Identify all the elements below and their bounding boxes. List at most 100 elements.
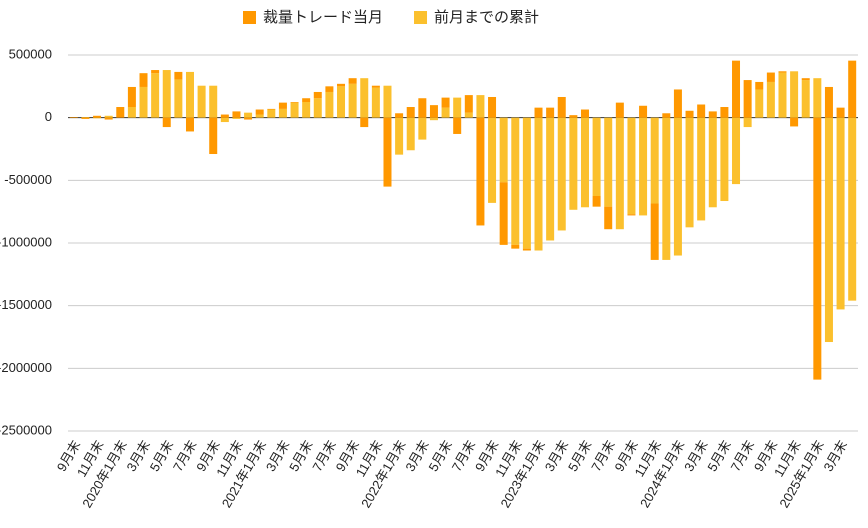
bar — [383, 117, 392, 187]
bar — [650, 203, 659, 260]
bar — [476, 95, 485, 118]
bar — [69, 117, 78, 118]
bar — [383, 85, 392, 118]
bar — [429, 105, 438, 118]
bar — [93, 115, 102, 118]
bar — [615, 102, 624, 118]
bar — [557, 117, 566, 231]
bar — [615, 117, 624, 230]
bar — [464, 95, 473, 113]
bar — [174, 71, 183, 80]
bar — [604, 206, 613, 230]
bar — [592, 196, 601, 207]
bar — [127, 86, 136, 108]
bar — [278, 102, 287, 109]
bar — [569, 115, 578, 118]
bar — [139, 86, 148, 118]
bar — [697, 117, 706, 221]
bar — [337, 83, 346, 87]
x-tick-label: 3月末 — [821, 438, 851, 474]
bar — [662, 117, 671, 260]
bar — [185, 71, 194, 118]
bar — [429, 117, 438, 121]
bar — [732, 117, 741, 185]
bar — [441, 97, 450, 108]
bar — [685, 117, 694, 228]
bar — [348, 83, 357, 118]
y-tick-label: 500000 — [9, 46, 52, 61]
bar — [824, 117, 833, 343]
bar — [255, 114, 264, 118]
bar — [81, 117, 90, 118]
bar — [151, 73, 160, 118]
bar — [534, 107, 543, 118]
y-tick-label: -2500000 — [0, 422, 52, 437]
bar — [220, 114, 229, 118]
bar — [174, 79, 183, 118]
bar — [488, 96, 497, 118]
bar — [708, 111, 717, 118]
bar — [499, 182, 508, 245]
bar — [580, 109, 589, 118]
bar — [232, 117, 241, 119]
bar — [232, 111, 241, 118]
bar — [755, 81, 764, 90]
bar — [557, 96, 566, 118]
bar — [766, 81, 775, 118]
bar — [255, 109, 264, 115]
bar — [511, 117, 520, 245]
bar — [848, 60, 857, 118]
bar — [395, 113, 404, 118]
bar — [488, 117, 497, 203]
bar — [453, 117, 462, 134]
bar — [371, 87, 380, 118]
y-tick-label: -500000 — [4, 172, 52, 187]
bar — [116, 107, 125, 118]
bar — [639, 105, 648, 118]
bar — [476, 117, 485, 226]
bar — [592, 117, 601, 196]
bar — [697, 104, 706, 118]
bar — [278, 108, 287, 118]
bar — [209, 117, 218, 155]
bar — [627, 117, 636, 215]
bar — [627, 214, 636, 216]
bar — [511, 244, 520, 249]
bar — [824, 86, 833, 118]
bar — [302, 102, 311, 118]
bar — [139, 73, 148, 87]
bar — [708, 117, 717, 208]
bar — [801, 78, 810, 81]
bar — [302, 98, 311, 102]
bar — [836, 117, 845, 310]
bar — [790, 71, 799, 118]
bar — [290, 102, 299, 103]
bar — [766, 72, 775, 82]
bar — [406, 117, 415, 151]
bar — [790, 117, 799, 127]
bar — [418, 98, 427, 118]
bar — [93, 117, 102, 119]
bar — [836, 107, 845, 118]
bar — [464, 112, 473, 118]
bar — [104, 115, 113, 118]
bar — [406, 107, 415, 118]
bar — [604, 117, 613, 207]
bar — [244, 112, 253, 118]
bar — [81, 117, 90, 119]
bar — [267, 108, 276, 110]
legend-label: 前月までの累計 — [434, 9, 539, 26]
bar — [546, 117, 555, 241]
bar — [441, 107, 450, 118]
bar — [337, 86, 346, 118]
legend-swatch — [414, 11, 428, 24]
bar — [778, 71, 787, 73]
bar — [197, 85, 206, 118]
bar — [395, 117, 404, 155]
bar — [162, 70, 171, 118]
bar — [127, 107, 136, 118]
bar — [720, 107, 729, 118]
bar — [778, 72, 787, 118]
